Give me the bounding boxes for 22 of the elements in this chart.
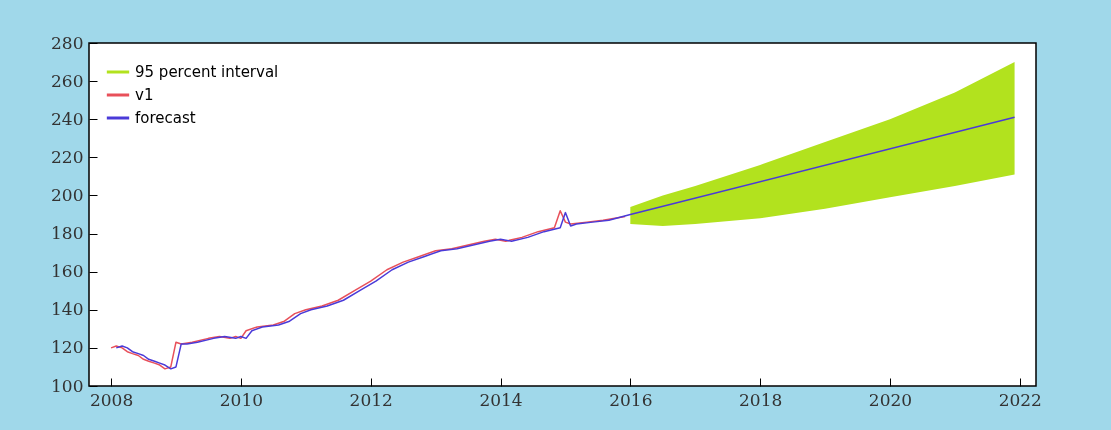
y-tick-label: 200: [51, 184, 84, 205]
x-tick-label: 2012: [349, 389, 393, 410]
x-tick-label: 2016: [609, 389, 653, 410]
y-tick-label: 180: [51, 223, 84, 244]
y-tick-label: 140: [51, 299, 84, 320]
x-tick-label: 2010: [219, 389, 264, 410]
line-series: [110, 209, 626, 370]
x-tick-label: 2018: [739, 389, 783, 410]
x-tick-label: 2020: [868, 389, 913, 410]
y-tick-label: 280: [51, 32, 84, 53]
legend-label: 95 percent interval: [135, 63, 279, 81]
y-tick-label: 100: [51, 375, 84, 396]
legend-label: v1: [135, 86, 154, 104]
y-tick-label: 260: [51, 70, 84, 91]
y-tick-label: 240: [51, 108, 84, 129]
y-tick-label: 120: [51, 337, 84, 358]
y-tick-label: 160: [51, 261, 84, 282]
x-tick-label: 2014: [479, 389, 523, 410]
y-tick-label: 220: [51, 146, 84, 167]
legend-label: forecast: [135, 109, 196, 127]
x-tick-label: 2022: [998, 389, 1042, 410]
x-tick-label: 2008: [89, 389, 134, 410]
